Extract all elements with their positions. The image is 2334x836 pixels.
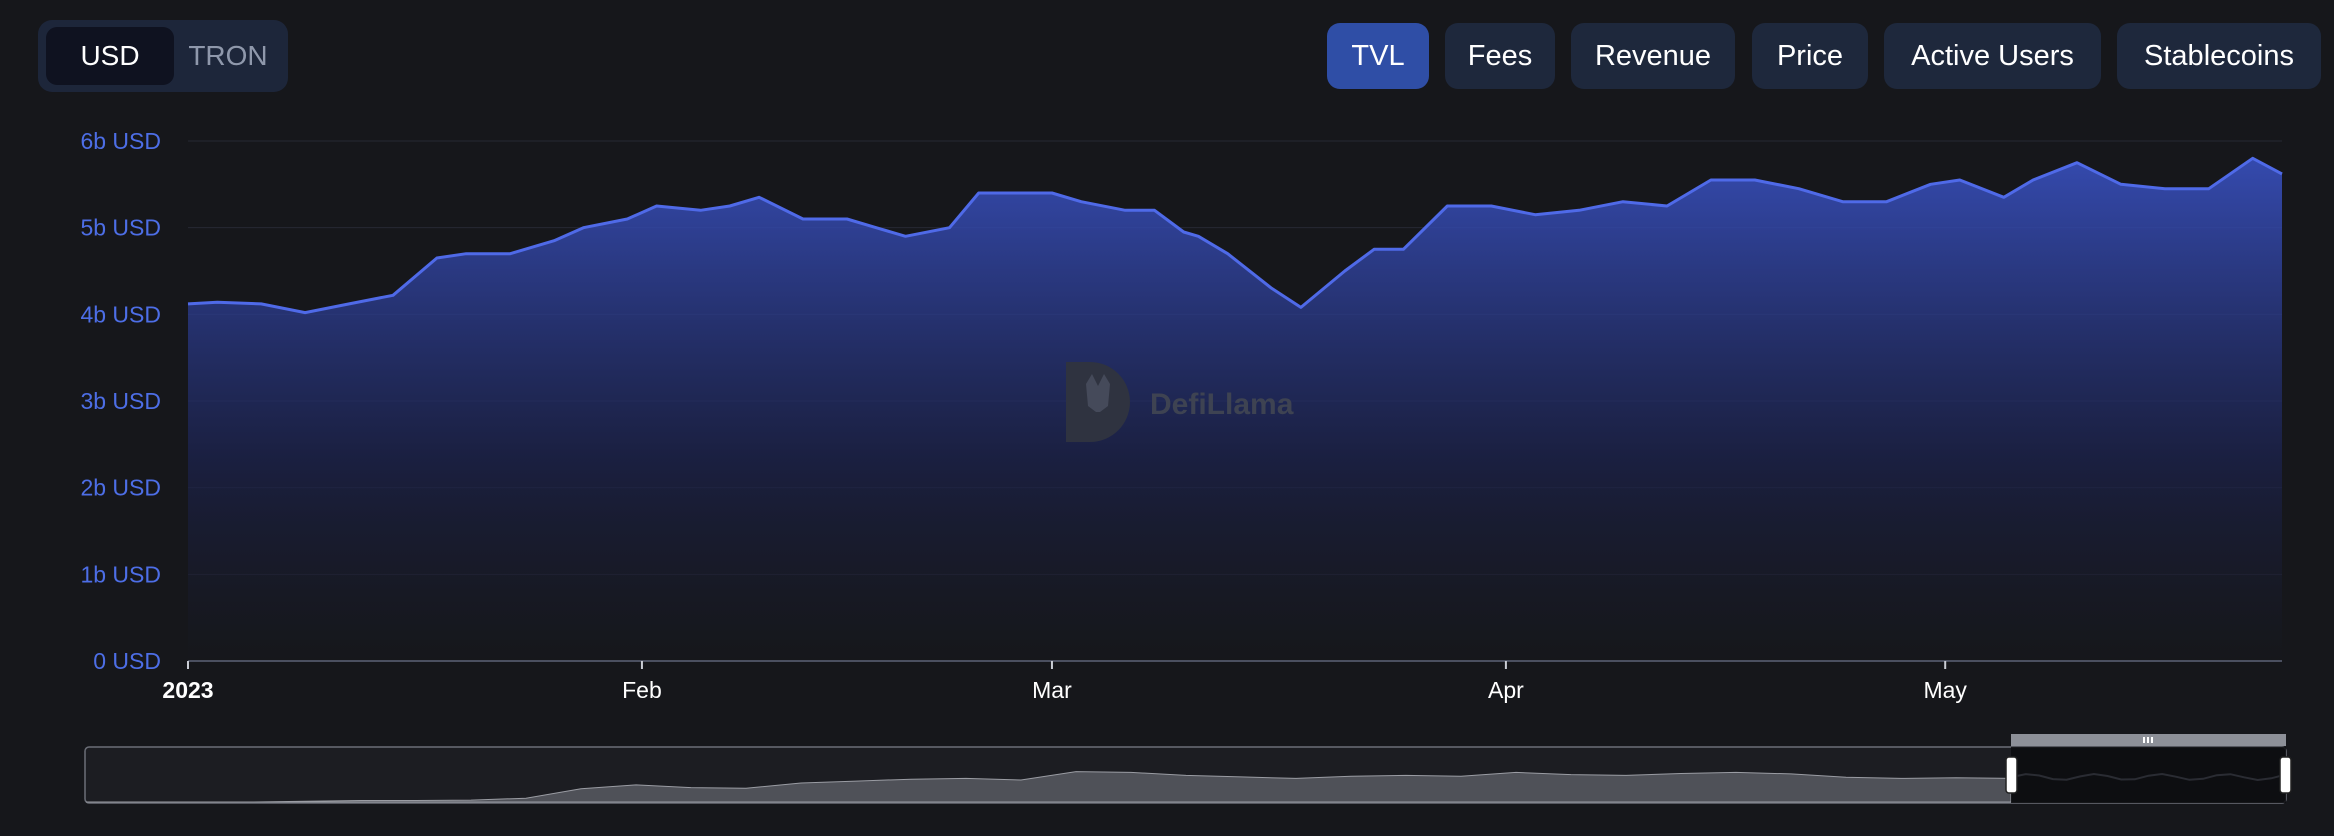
x-tick-label: Feb — [622, 677, 662, 703]
brush-left-handle[interactable] — [2005, 756, 2018, 794]
y-tick-label: 5b USD — [80, 215, 161, 241]
tvl-line — [187, 156, 2283, 315]
x-tick-label: 2023 — [162, 677, 213, 703]
y-tick-label: 2b USD — [80, 475, 161, 501]
currency-option-usd[interactable]: USD — [46, 27, 174, 85]
tab-tvl[interactable]: TVL — [1327, 23, 1429, 89]
tab-price[interactable]: Price — [1752, 23, 1868, 89]
tab-fees[interactable]: Fees — [1445, 23, 1555, 89]
y-tick-label: 1b USD — [80, 561, 161, 587]
tab-revenue[interactable]: Revenue — [1571, 23, 1735, 89]
tab-stablecoins[interactable]: Stablecoins — [2117, 23, 2321, 89]
brush-selection-line — [2011, 772, 2286, 782]
currency-toggle: USD TRON — [38, 20, 288, 92]
brush-right-handle[interactable] — [2279, 756, 2292, 794]
y-tick-label: 3b USD — [80, 388, 161, 414]
range-brush[interactable] — [0, 730, 2334, 820]
tvl-area — [188, 158, 2282, 662]
tvl-chart: 0 USD 1b USD 2b USD 3b USD 4b USD 5b USD 6b US… — [80, 128, 2283, 703]
defillama-watermark: DefiLlama — [1066, 362, 1294, 442]
currency-option-tron[interactable]: TRON — [188, 40, 268, 71]
y-tick-label: 4b USD — [80, 301, 161, 327]
y-tick-label: 0 USD — [93, 648, 161, 674]
drag-grip-icon — [2143, 737, 2153, 743]
watermark-text: DefiLlama — [1150, 388, 1294, 421]
x-tick-label: Apr — [1488, 677, 1524, 703]
y-tick-label: 6b USD — [80, 128, 161, 154]
tab-active-users[interactable]: Active Users — [1884, 23, 2101, 89]
x-tick-label: May — [1923, 677, 1967, 703]
x-tick-label: Mar — [1032, 677, 1072, 703]
brush-preview-area — [86, 771, 2012, 803]
